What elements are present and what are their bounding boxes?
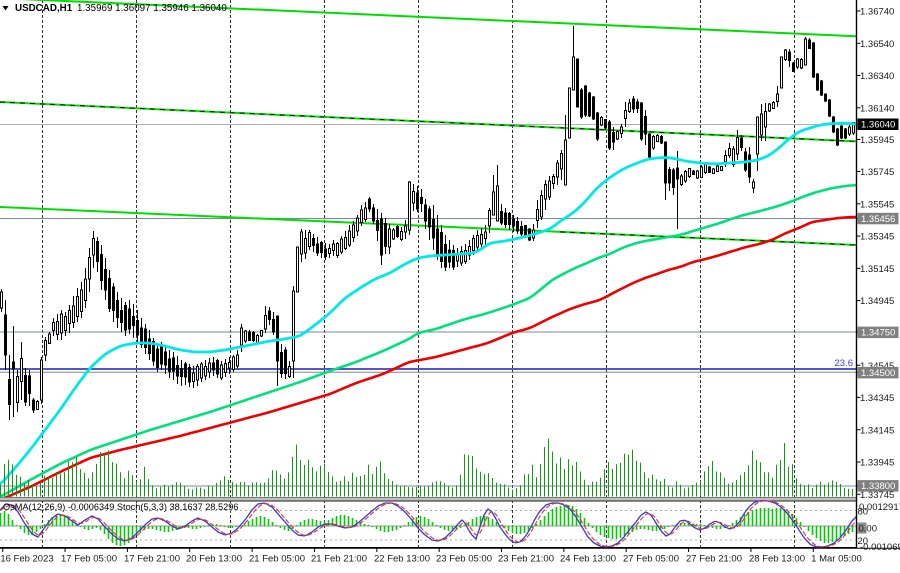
svg-text:1.35545: 1.35545 [860,199,894,210]
svg-text:1.35145: 1.35145 [860,264,894,275]
svg-text:1.36740: 1.36740 [860,7,894,18]
svg-text:USDCAD,H1: USDCAD,H1 [15,3,73,14]
svg-text:1.35456: 1.35456 [861,214,895,225]
svg-text:80: 80 [858,507,869,518]
svg-text:1.34500: 1.34500 [861,368,895,379]
svg-text:21 Feb 21:00: 21 Feb 21:00 [311,554,367,565]
svg-text:1.36540: 1.36540 [860,39,894,50]
svg-text:1.35969 1.36097 1.35946 1.3604: 1.35969 1.36097 1.35946 1.36040 [77,3,227,14]
svg-text:1.33945: 1.33945 [860,458,894,469]
svg-text:28 Feb 13:00: 28 Feb 13:00 [749,554,805,565]
svg-text:27 Feb 21:00: 27 Feb 21:00 [686,554,742,565]
svg-text:1.35745: 1.35745 [860,167,894,178]
svg-text:1.34145: 1.34145 [860,425,894,436]
svg-text:20: 20 [858,536,869,547]
svg-text:27 Feb 05:00: 27 Feb 05:00 [623,554,679,565]
svg-text:0.00: 0.00 [859,524,878,535]
svg-text:OsMA(12,26,9) -0.0006349 Stoc: OsMA(12,26,9) -0.0006349 Stoch(5,3,3) 38… [3,502,238,512]
svg-text:1 Mar 05:00: 1 Mar 05:00 [811,554,862,565]
svg-text:1.34750: 1.34750 [861,328,895,339]
svg-text:1.34345: 1.34345 [860,393,894,404]
svg-text:1.36140: 1.36140 [860,103,894,114]
svg-text:16 Feb 2023: 16 Feb 2023 [0,554,53,565]
svg-text:22 Feb 13:00: 22 Feb 13:00 [374,554,430,565]
svg-text:1.35345: 1.35345 [860,232,894,243]
svg-text:24 Feb 13:00: 24 Feb 13:00 [560,554,616,565]
svg-text:1.34545: 1.34545 [860,361,894,372]
svg-text:-0.001069: -0.001069 [860,542,900,553]
svg-text:23.6: 23.6 [835,358,854,369]
svg-text:17 Feb 05:00: 17 Feb 05:00 [61,554,117,565]
svg-text:23 Feb 05:00: 23 Feb 05:00 [436,554,492,565]
svg-text:1.36340: 1.36340 [860,71,894,82]
svg-text:0.0012917: 0.0012917 [859,502,900,513]
svg-text:23 Feb 21:00: 23 Feb 21:00 [498,554,554,565]
svg-text:20 Feb 13:00: 20 Feb 13:00 [186,554,242,565]
svg-text:1.35945: 1.35945 [860,135,894,146]
svg-text:1.33800: 1.33800 [861,481,895,492]
svg-text:17 Feb 21:00: 17 Feb 21:00 [124,554,180,565]
svg-text:1.34945: 1.34945 [860,296,894,307]
svg-text:1.36040: 1.36040 [861,120,895,131]
svg-text:1.33745: 1.33745 [860,490,894,501]
svg-text:21 Feb 05:00: 21 Feb 05:00 [249,554,305,565]
